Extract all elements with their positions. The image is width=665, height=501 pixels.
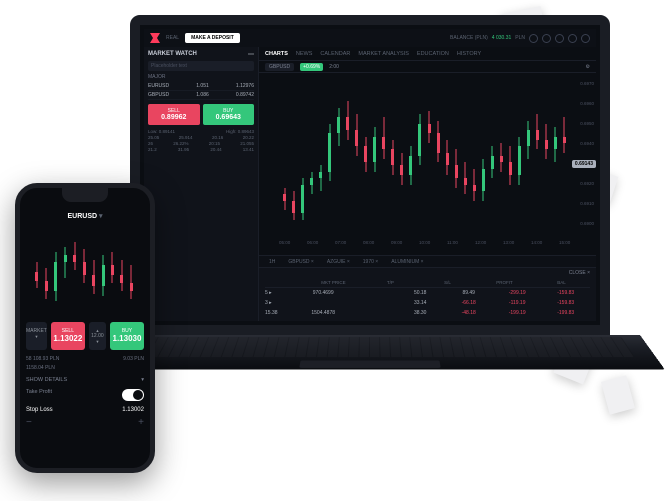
y-axis-label: 0.6920 [580, 181, 594, 186]
tab-charts[interactable]: CHARTS [265, 51, 288, 57]
phone-notch [62, 188, 109, 202]
symbol-tab[interactable]: 1970 × [359, 258, 382, 266]
sell-button[interactable]: SELL 0.89962 [148, 104, 200, 125]
y-axis-label: 0.6910 [580, 201, 594, 206]
close-orders-button[interactable]: CLOSE × [569, 270, 590, 276]
chevron-down-icon[interactable]: ▾ [141, 377, 144, 383]
balance-label: BALANCE (PLN) [450, 35, 488, 41]
x-axis-label: 13:00 [503, 240, 514, 245]
y-axis-label: 0.6900 [580, 221, 594, 226]
phone-device: EURUSD ▾ [15, 183, 155, 473]
order-row[interactable]: 3 ▸33.14-66.18-119.19-159.83 [265, 298, 590, 308]
order-col-head: PROFIT [476, 280, 533, 285]
symbol-tab[interactable]: ALUMINIUM × [387, 258, 427, 266]
main-tabs: CHARTS NEWS CALENDAR MARKET ANALYSIS EDUCATI… [259, 47, 596, 61]
order-col-head: S/L [419, 280, 476, 285]
watchlist-row[interactable]: GBPUSD1.0860.89742 [148, 91, 254, 100]
buy-button[interactable]: BUY 0.69643 [203, 104, 255, 125]
sidebar-menu-icon[interactable]: ⋯ [248, 51, 254, 58]
change-badge: +0.69% [300, 63, 323, 71]
x-axis-label: 11:00 [447, 240, 458, 245]
help-icon[interactable] [568, 34, 577, 43]
x-axis-label: 14:00 [531, 240, 542, 245]
account-type: REAL [166, 35, 179, 41]
order-col-head: BAL [533, 280, 590, 285]
phone-chart[interactable] [26, 226, 144, 316]
symbol-tab[interactable]: GBPUSD × [284, 258, 317, 266]
symbol-tabs: 1H GBPUSD × AZGUIE × 1970 × ALUMINIUM × [259, 255, 596, 267]
y-axis-label: 0.6960 [580, 101, 594, 106]
laptop-device: REAL MAKE A DEPOSIT BALANCE (PLN) 4 030.… [130, 15, 610, 435]
balance-curr: PLN [515, 35, 525, 41]
x-axis-label: 12:00 [475, 240, 486, 245]
x-axis-label: 10:00 [419, 240, 430, 245]
order-col-head [265, 280, 305, 285]
stop-loss-value[interactable]: 1.13002 [122, 407, 144, 413]
chart-settings-icon[interactable]: ⚙ [586, 64, 590, 70]
tab-calendar[interactable]: CALENDAR [320, 51, 350, 57]
user-icon[interactable] [581, 34, 590, 43]
current-price-tag: 0.69143 [572, 160, 596, 168]
symbol-tab[interactable]: AZGUIE × [323, 258, 354, 266]
plus-icon[interactable] [529, 34, 538, 43]
sl-minus-button[interactable]: − [26, 417, 32, 428]
take-profit-toggle[interactable] [122, 389, 144, 401]
symbol-tab[interactable]: 1H [265, 258, 279, 266]
phone-pip: 9.03 PLN [123, 356, 144, 362]
phone-sell-button[interactable]: SELL 1.13022 [51, 322, 85, 350]
x-axis-label: 05:00 [279, 240, 290, 245]
deposit-button[interactable]: MAKE A DEPOSIT [185, 33, 240, 43]
order-row[interactable]: 15.381504.487838.30-48.18-199.19-199.83 [265, 308, 590, 318]
y-axis-label: 0.6950 [580, 121, 594, 126]
orders-panel: CLOSE × MKT PRICET/PS/LPROFITBAL 5 ▸970.… [259, 267, 596, 321]
price-chart[interactable]: 0.69700.69600.69500.69400.69300.69200.69… [259, 73, 596, 255]
pair-selector[interactable]: GBPUSD [265, 63, 294, 71]
phone-value: 1158.04 PLN [26, 365, 55, 371]
gear-icon[interactable] [555, 34, 564, 43]
phone-market-type[interactable]: MARKET ▼ [26, 322, 47, 350]
mini-row: 25.0525.91420.1620.22 [148, 135, 254, 140]
logo-icon [150, 33, 160, 43]
take-profit-label: Take Profit [26, 389, 52, 401]
phone-margin: 58 108.93 PLN [26, 356, 59, 362]
x-axis-label: 08:00 [363, 240, 374, 245]
sidebar-title: MARKET WATCH [148, 51, 197, 58]
x-axis-label: 07:00 [335, 240, 346, 245]
order-row[interactable]: 5 ▸970.469950.1889.49-299.19-159.83 [265, 288, 590, 298]
chart-toolbar: GBPUSD +0.69% 2:00 ⚙ [259, 61, 596, 73]
x-axis-label: 15:00 [559, 240, 570, 245]
show-details-button[interactable]: SHOW DETAILS [26, 377, 67, 383]
low-label: Low: 0.89141 [148, 129, 175, 134]
sl-plus-button[interactable]: + [138, 417, 144, 428]
tab-news[interactable]: NEWS [296, 51, 313, 57]
y-axis-label: 0.6970 [580, 81, 594, 86]
phone-buy-button[interactable]: BUY 1.13030 [110, 322, 144, 350]
watchlist-row[interactable]: EURUSD1.0511.12976 [148, 82, 254, 91]
mini-row: 2626.22%20:1521.055 [148, 141, 254, 146]
tab-market analysis[interactable]: MARKET ANALYSIS [358, 51, 409, 57]
app-topbar: REAL MAKE A DEPOSIT BALANCE (PLN) 4 030.… [144, 29, 596, 47]
search-input[interactable]: Placeholder text [148, 61, 254, 71]
stop-loss-label: Stop Loss [26, 407, 53, 413]
market-watch-panel: MARKET WATCH ⋯ Placeholder text MAJOR EU… [144, 47, 259, 321]
high-label: High: 0.89643 [226, 129, 254, 134]
x-axis-label: 06:00 [307, 240, 318, 245]
balance-value: 4 030.31 [492, 35, 511, 41]
tab-education[interactable]: EDUCATION [417, 51, 449, 57]
tab-history[interactable]: HISTORY [457, 51, 481, 57]
section-major[interactable]: MAJOR [148, 74, 254, 80]
bell-icon[interactable] [542, 34, 551, 43]
order-col-head: MKT PRICE [305, 280, 362, 285]
interval-selector[interactable]: 2:00 [329, 64, 339, 70]
x-axis-label: 09:00 [391, 240, 402, 245]
phone-volume[interactable]: ▲ 12.00 ▼ [89, 322, 106, 350]
phone-pair-title[interactable]: EURUSD ▾ [26, 212, 144, 220]
y-axis-label: 0.6940 [580, 141, 594, 146]
mini-row: 21.231.9520.4413.41 [148, 147, 254, 152]
order-col-head: T/P [362, 280, 419, 285]
laptop-keyboard [75, 335, 665, 370]
